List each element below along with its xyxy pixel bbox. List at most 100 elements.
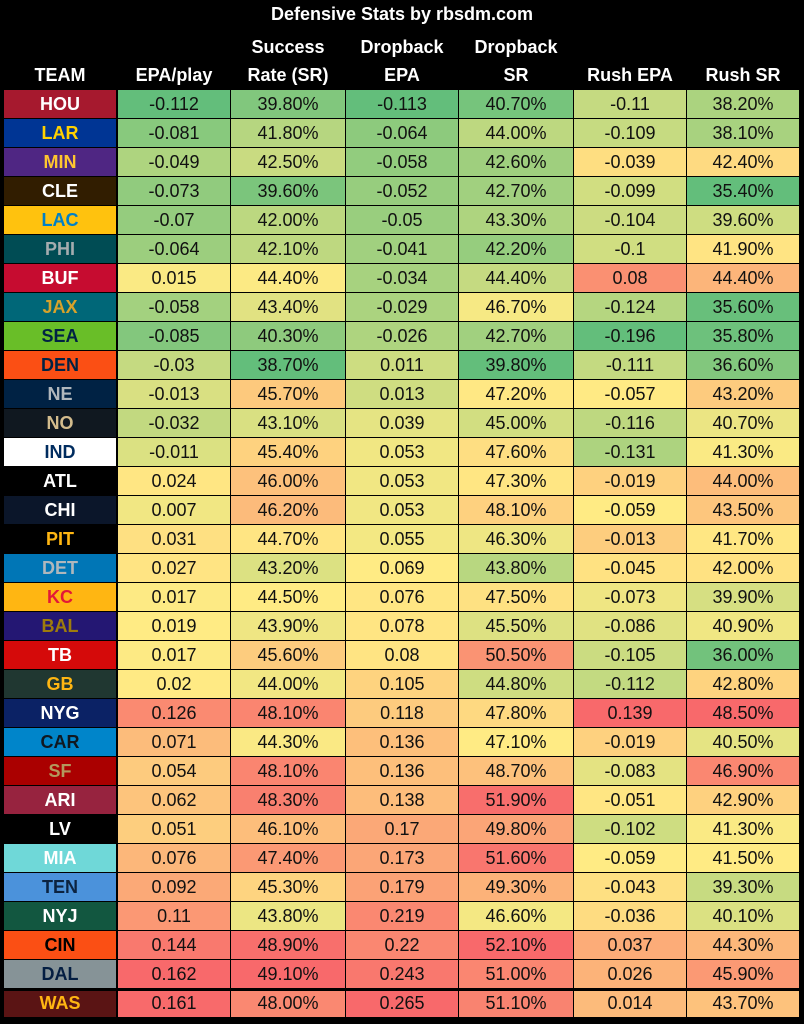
column-header-2-line2: Rate (SR) (247, 65, 329, 85)
value-cell: 0.055 (346, 525, 458, 553)
team-label: KC (4, 583, 116, 611)
value-cell: 43.10% (231, 409, 345, 437)
team-label: SEA (4, 322, 116, 350)
team-label: DAL (4, 960, 116, 988)
value-cell: 40.30% (231, 322, 345, 350)
value-cell: -0.124 (574, 293, 686, 321)
table-row: TEN 0.092 45.30% 0.179 49.30% -0.043 39.30% (4, 873, 799, 901)
value-cell: -0.111 (574, 351, 686, 379)
team-label: LAR (4, 119, 116, 147)
value-cell: 51.60% (459, 844, 573, 872)
value-cell: -0.064 (118, 235, 230, 263)
team-label: JAX (4, 293, 116, 321)
value-cell: -0.104 (574, 206, 686, 234)
value-cell: 0.105 (346, 670, 458, 698)
value-cell: 0.053 (346, 467, 458, 495)
value-cell: 0.118 (346, 699, 458, 727)
value-cell: -0.116 (574, 409, 686, 437)
team-label: NO (4, 409, 116, 437)
team-label: MIN (4, 148, 116, 176)
value-cell: 43.80% (459, 554, 573, 582)
value-cell: 40.90% (687, 612, 799, 640)
value-cell: 0.017 (118, 583, 230, 611)
value-cell: 47.20% (459, 380, 573, 408)
value-cell: 45.60% (231, 641, 345, 669)
team-label: HOU (4, 90, 116, 118)
value-cell: -0.032 (118, 409, 230, 437)
table-row: MIA 0.076 47.40% 0.173 51.60% -0.059 41.50% (4, 844, 799, 872)
value-cell: 51.00% (459, 960, 573, 988)
value-cell: 46.00% (231, 467, 345, 495)
value-cell: 42.70% (459, 322, 573, 350)
team-label: MIA (4, 844, 116, 872)
value-cell: 48.10% (231, 699, 345, 727)
value-cell: 35.40% (687, 177, 799, 205)
value-cell: -0.1 (574, 235, 686, 263)
table-row: CAR 0.071 44.30% 0.136 47.10% -0.019 40.50% (4, 728, 799, 756)
table-row: BAL 0.019 43.90% 0.078 45.50% -0.086 40.90% (4, 612, 799, 640)
value-cell: 39.90% (687, 583, 799, 611)
value-cell: 40.50% (687, 728, 799, 756)
value-cell: 41.90% (687, 235, 799, 263)
value-cell: 46.30% (459, 525, 573, 553)
value-cell: -0.051 (574, 786, 686, 814)
team-label: TB (4, 641, 116, 669)
table-row: PIT 0.031 44.70% 0.055 46.30% -0.013 41.70% (4, 525, 799, 553)
value-cell: 43.40% (231, 293, 345, 321)
team-label: NYG (4, 699, 116, 727)
table-row: ARI 0.062 48.30% 0.138 51.90% -0.051 42.90% (4, 786, 799, 814)
table-row: NO -0.032 43.10% 0.039 45.00% -0.116 40.70% (4, 409, 799, 437)
value-cell: 41.30% (687, 815, 799, 843)
value-cell: 0.078 (346, 612, 458, 640)
value-cell: 48.00% (231, 989, 345, 1017)
value-cell: 40.70% (687, 409, 799, 437)
team-label: WAS (4, 989, 116, 1017)
value-cell: 42.40% (687, 148, 799, 176)
value-cell: 47.40% (231, 844, 345, 872)
value-cell: 0.11 (118, 902, 230, 930)
value-cell: 40.70% (459, 90, 573, 118)
value-cell: -0.11 (574, 90, 686, 118)
table-row: GB 0.02 44.00% 0.105 44.80% -0.112 42.80% (4, 670, 799, 698)
value-cell: 0.011 (346, 351, 458, 379)
value-cell: -0.099 (574, 177, 686, 205)
value-cell: 0.019 (118, 612, 230, 640)
team-label: CAR (4, 728, 116, 756)
value-cell: 0.138 (346, 786, 458, 814)
value-cell: 44.00% (687, 467, 799, 495)
team-label: LAC (4, 206, 116, 234)
value-cell: 48.10% (459, 496, 573, 524)
team-label: DEN (4, 351, 116, 379)
column-header-1-line2: EPA/play (135, 65, 213, 85)
team-label: CIN (4, 931, 116, 959)
column-header-3-line2: EPA (384, 65, 420, 85)
value-cell: 0.007 (118, 496, 230, 524)
table-row: BUF 0.015 44.40% -0.034 44.40% 0.08 44.40% (4, 264, 799, 292)
value-cell: 38.70% (231, 351, 345, 379)
value-cell: 39.80% (459, 351, 573, 379)
value-cell: 42.00% (231, 206, 345, 234)
value-cell: 41.50% (687, 844, 799, 872)
value-cell: 45.40% (231, 438, 345, 466)
value-cell: 44.30% (687, 931, 799, 959)
value-cell: 0.08 (574, 264, 686, 292)
table-row: JAX -0.058 43.40% -0.029 46.70% -0.124 35.60% (4, 293, 799, 321)
team-label: LV (4, 815, 116, 843)
table-row: PHI -0.064 42.10% -0.041 42.20% -0.1 41.90% (4, 235, 799, 263)
table-row: KC 0.017 44.50% 0.076 47.50% -0.073 39.90% (4, 583, 799, 611)
table-row: NYG 0.126 48.10% 0.118 47.80% 0.139 48.50% (4, 699, 799, 727)
value-cell: 51.10% (459, 989, 573, 1017)
value-cell: 48.90% (231, 931, 345, 959)
value-cell: 47.30% (459, 467, 573, 495)
team-label: NYJ (4, 902, 116, 930)
team-label: GB (4, 670, 116, 698)
value-cell: 0.144 (118, 931, 230, 959)
value-cell: 39.80% (231, 90, 345, 118)
value-cell: -0.052 (346, 177, 458, 205)
value-cell: 44.00% (231, 670, 345, 698)
value-cell: 0.027 (118, 554, 230, 582)
value-cell: 0.053 (346, 496, 458, 524)
value-cell: 44.40% (231, 264, 345, 292)
value-cell: 49.80% (459, 815, 573, 843)
value-cell: -0.043 (574, 873, 686, 901)
